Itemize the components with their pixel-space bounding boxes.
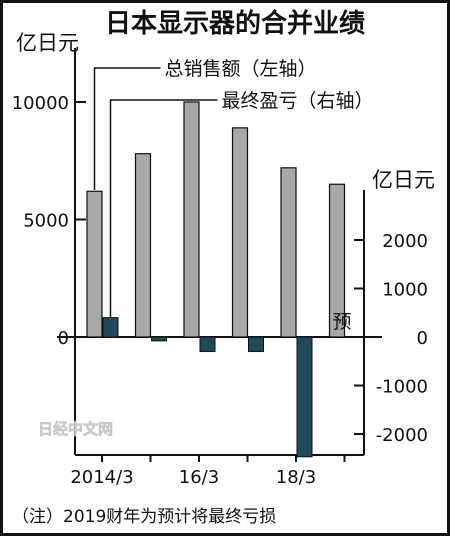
x-axis-ticks: 2014/3 16/3 18/3 — [70, 455, 346, 488]
right-tick-label: 1000 — [382, 280, 428, 301]
profit-bar — [296, 336, 313, 458]
profit-bars — [102, 317, 313, 458]
profit-bar — [199, 336, 216, 353]
sales-bar — [280, 167, 297, 338]
right-axis-ticks: -2000 -1000 0 1000 2000 — [354, 231, 428, 446]
forecast-label: 预 — [332, 311, 351, 333]
x-tick-label: 2014/3 — [70, 467, 133, 488]
sales-bar — [231, 127, 249, 338]
right-tick-label: 2000 — [382, 231, 428, 252]
sales-bar — [86, 190, 103, 338]
right-tick-label: 0 — [417, 328, 428, 349]
legend: 总销售额（左轴） 最终盈亏（右轴） — [93, 58, 374, 318]
left-axis-unit: 亿日元 — [16, 31, 79, 55]
watermark-logo: 日经中文网 — [38, 420, 113, 438]
right-tick-label: -1000 — [376, 377, 428, 398]
x-tick-label: 16/3 — [179, 467, 219, 488]
left-tick-label: 5000 — [23, 211, 69, 232]
footnote: （注）2019财年为预计将最终亏损 — [12, 507, 276, 527]
legend-sales-label: 总销售额（左轴） — [165, 58, 317, 80]
right-tick-label: -2000 — [376, 425, 428, 446]
legend-leader-profit — [109, 99, 218, 318]
sales-bar — [328, 183, 346, 338]
left-tick-label: 0 — [58, 328, 69, 349]
profit-bar — [151, 336, 167, 342]
profit-bar — [102, 317, 119, 338]
left-tick-label: 10000 — [12, 93, 69, 114]
chart-title: 日本显示器的合并业绩 — [105, 8, 365, 39]
sales-bar — [183, 101, 200, 338]
right-axis-unit: 亿日元 — [372, 168, 435, 192]
profit-bar — [248, 336, 264, 353]
sales-bars — [86, 101, 346, 338]
axes-group — [57, 48, 382, 456]
left-axis-ticks: 0 5000 10000 — [12, 93, 86, 349]
x-tick-label: 18/3 — [276, 467, 316, 488]
legend-profit-label: 最终盈亏（右轴） — [222, 90, 374, 112]
legend-leader-sales — [93, 67, 161, 190]
sales-bar — [134, 153, 152, 338]
